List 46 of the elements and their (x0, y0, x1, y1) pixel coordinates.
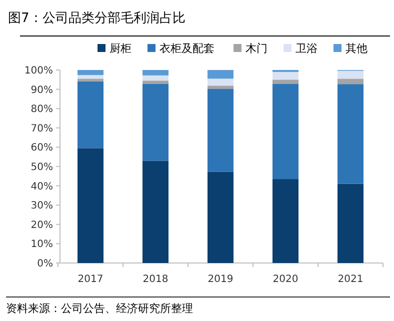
bar (272, 72, 298, 80)
y-tick-label: 0% (37, 258, 53, 270)
bar (78, 70, 104, 76)
bar (208, 86, 234, 89)
bar (272, 80, 298, 84)
y-tick-label: 60% (30, 142, 53, 154)
legend-label: 卫浴 (296, 42, 318, 55)
y-tick-label: 20% (30, 220, 53, 231)
bar (142, 75, 168, 81)
bar (208, 78, 234, 86)
y-tick-label: 10% (30, 239, 53, 250)
bar (78, 148, 104, 263)
bar (142, 84, 168, 161)
bar (78, 81, 104, 148)
x-tick-label: 2018 (142, 274, 168, 285)
bar (338, 84, 364, 184)
legend-label: 厨柜 (110, 42, 132, 55)
y-tick-label: 50% (30, 162, 53, 173)
legend-label: 木门 (246, 42, 268, 55)
bar (78, 78, 104, 82)
bar (142, 70, 168, 76)
y-tick-label: 100% (24, 66, 53, 76)
bar (78, 75, 104, 79)
bar (338, 78, 364, 84)
legend-label: 其他 (346, 42, 368, 55)
legend-label: 衣柜及配套 (160, 42, 214, 55)
y-tick-label: 90% (30, 84, 53, 96)
chart-title: 图7：公司品类分部毛利润占比 (8, 11, 186, 26)
bar (338, 70, 364, 79)
bar (272, 84, 298, 180)
x-tick-label: 2019 (208, 274, 234, 285)
x-tick-label: 2017 (78, 274, 104, 285)
bar (208, 172, 234, 263)
y-tick-label: 30% (30, 200, 53, 212)
x-tick-label: 2020 (272, 274, 298, 285)
y-tick-label: 40% (30, 181, 53, 192)
bar (142, 80, 168, 84)
y-tick-label: 70% (30, 123, 53, 134)
x-tick-label: 2021 (338, 274, 364, 285)
bar (142, 160, 168, 263)
y-tick-label: 80% (30, 104, 53, 116)
bar (272, 179, 298, 263)
text: 资料来源：公司公告、经济研究所整理 (6, 302, 193, 315)
bar (208, 70, 234, 79)
bar (208, 88, 234, 172)
bar (338, 184, 364, 263)
